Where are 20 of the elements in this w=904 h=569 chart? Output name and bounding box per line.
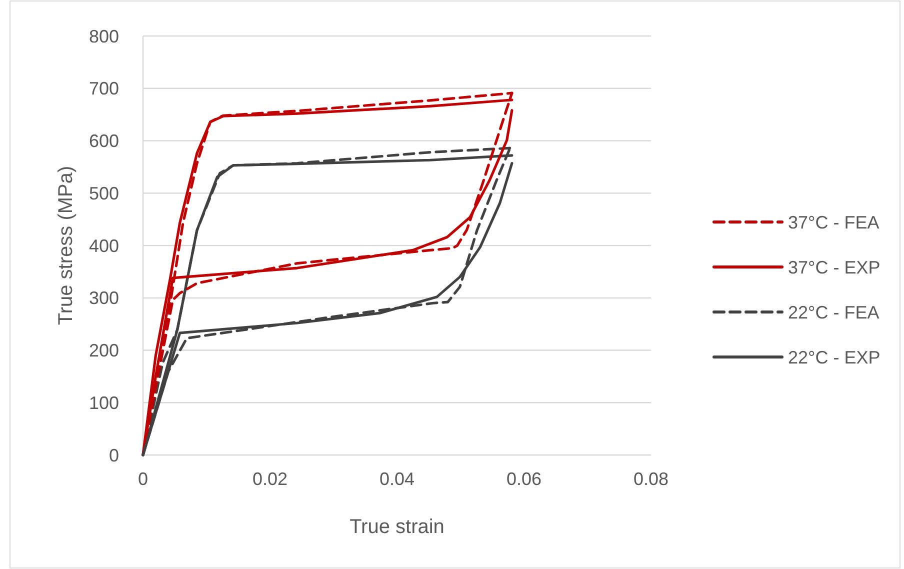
y-tick-label: 100: [88, 392, 119, 413]
y-tick-label: 600: [88, 131, 119, 152]
x-tick-label: 0.04: [379, 469, 415, 489]
x-tick-label: 0: [138, 469, 148, 489]
y-tick-label: 700: [88, 78, 119, 99]
y-axis-title: True stress (MPa): [55, 166, 77, 326]
y-tick-label: 200: [88, 340, 119, 361]
legend-label: 22°C - FEA: [788, 302, 880, 322]
legend-label: 22°C - EXP: [788, 347, 880, 368]
legend-label: 37°C - FEA: [788, 212, 880, 232]
x-tick-label: 0.06: [506, 469, 542, 489]
y-tick-label: 500: [88, 183, 119, 204]
y-tick-label: 300: [88, 288, 119, 308]
x-tick-label: 0.02: [252, 469, 288, 489]
y-tick-label: 800: [88, 26, 119, 46]
legend-label: 37°C - EXP: [788, 257, 880, 278]
x-tick-label: 0.08: [633, 469, 669, 489]
x-axis-title: True strain: [350, 516, 444, 538]
y-tick-label: 0: [108, 445, 119, 466]
y-tick-label: 400: [88, 236, 119, 256]
